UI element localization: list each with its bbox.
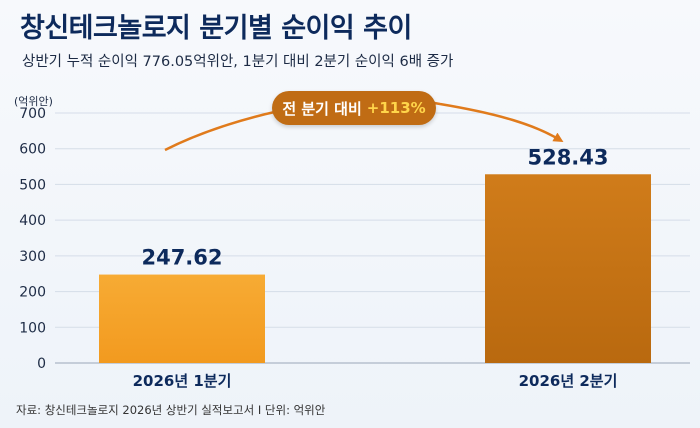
chart-subtitle: 상반기 누적 순이익 776.05억위안, 1분기 대비 2분기 순이익 6배 … [22,54,454,70]
bar-1 [99,274,265,363]
growth-badge-label: 전 분기 대비 [282,99,362,118]
bar-value-label: 528.43 [527,145,608,169]
growth-badge: 전 분기 대비 +113% [272,91,436,125]
y-tick-label: 0 [37,356,46,372]
y-tick-label: 600 [19,142,46,158]
chart-title: 창신테크놀로지 분기별 순이익 추이 [20,13,412,44]
y-tick-label: 300 [19,249,46,265]
x-category-label: 2026년 1분기 [133,372,232,390]
y-tick-label: 700 [19,106,46,122]
source-note: 자료: 창신테크놀로지 2026년 상반기 실적보고서 I 단위: 억위안 [16,403,326,417]
y-tick-label: 400 [19,213,46,229]
growth-badge-change: +113% [366,99,426,117]
y-tick-label: 500 [19,177,46,193]
y-axis-unit-label: (억위안) [14,95,53,108]
bar-value-label: 247.62 [141,246,222,270]
bar-chart: 0 100 200 300 400 500 600 700 247.62 2026년 1분기 52… [19,97,690,390]
y-tick-label: 200 [19,285,46,301]
y-tick-label: 100 [19,320,46,336]
x-category-label: 2026년 2분기 [519,372,618,390]
bar-2 [485,174,651,363]
